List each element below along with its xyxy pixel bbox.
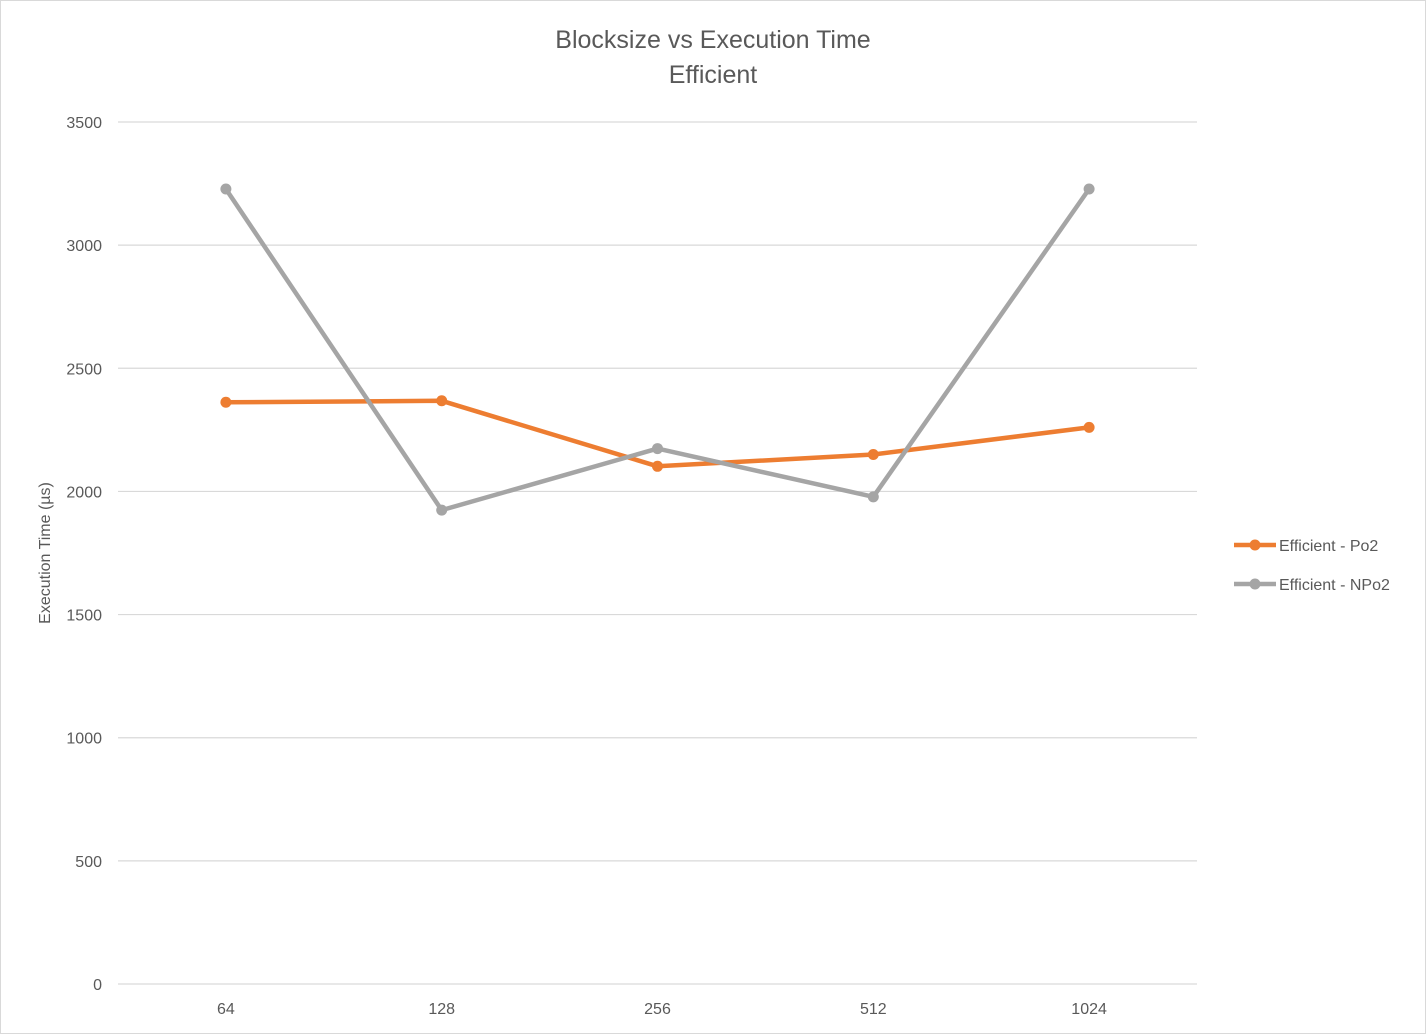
- gridlines: [118, 121, 1197, 985]
- data-point: [436, 504, 448, 516]
- legend-swatch-marker: [1249, 578, 1261, 590]
- data-point: [1083, 421, 1095, 433]
- data-point: [220, 396, 232, 408]
- x-axis-ticks: 64 128 256 512 1024: [217, 1001, 1107, 1018]
- chart-subtitle: Efficient: [669, 61, 758, 89]
- legend-swatch-marker: [1249, 539, 1261, 551]
- data-point: [652, 443, 663, 455]
- legend-label: Efficient - NPo2: [1279, 577, 1390, 594]
- data-point: [867, 491, 879, 503]
- x-tick-label: 1024: [1071, 1001, 1107, 1018]
- y-tick-label: 1000: [66, 731, 102, 748]
- data-point: [652, 460, 663, 472]
- y-tick-label: 3500: [66, 115, 102, 132]
- y-tick-label: 3000: [66, 238, 102, 255]
- legend: Efficient - Po2 Efficient - NPo2: [1234, 538, 1390, 594]
- data-point: [1083, 183, 1095, 195]
- data-point: [436, 395, 448, 407]
- y-tick-label: 1500: [66, 608, 102, 625]
- x-tick-label: 256: [644, 1001, 671, 1018]
- y-axis-ticks: 0 500 1000 1500 2000 2500 3000 3500: [66, 115, 102, 994]
- data-point: [867, 448, 879, 460]
- legend-label: Efficient - Po2: [1279, 538, 1378, 555]
- y-tick-label: 2500: [66, 361, 102, 378]
- data-point: [220, 183, 232, 195]
- x-tick-label: 512: [860, 1001, 887, 1018]
- series-layer: [220, 183, 1095, 516]
- chart-title: Blocksize vs Execution Time: [555, 26, 870, 54]
- legend-item: Efficient - NPo2: [1234, 577, 1390, 594]
- y-tick-label: 500: [75, 854, 102, 871]
- y-axis-title: Execution Time (µs): [37, 482, 54, 624]
- y-tick-label: 2000: [66, 484, 102, 501]
- y-tick-label: 0: [93, 977, 102, 994]
- series-line: [223, 398, 1092, 469]
- x-tick-label: 64: [217, 1001, 235, 1018]
- series-2: [220, 183, 1095, 516]
- legend-item: Efficient - Po2: [1234, 538, 1378, 555]
- series-1: [220, 395, 1095, 472]
- x-tick-label: 128: [428, 1001, 455, 1018]
